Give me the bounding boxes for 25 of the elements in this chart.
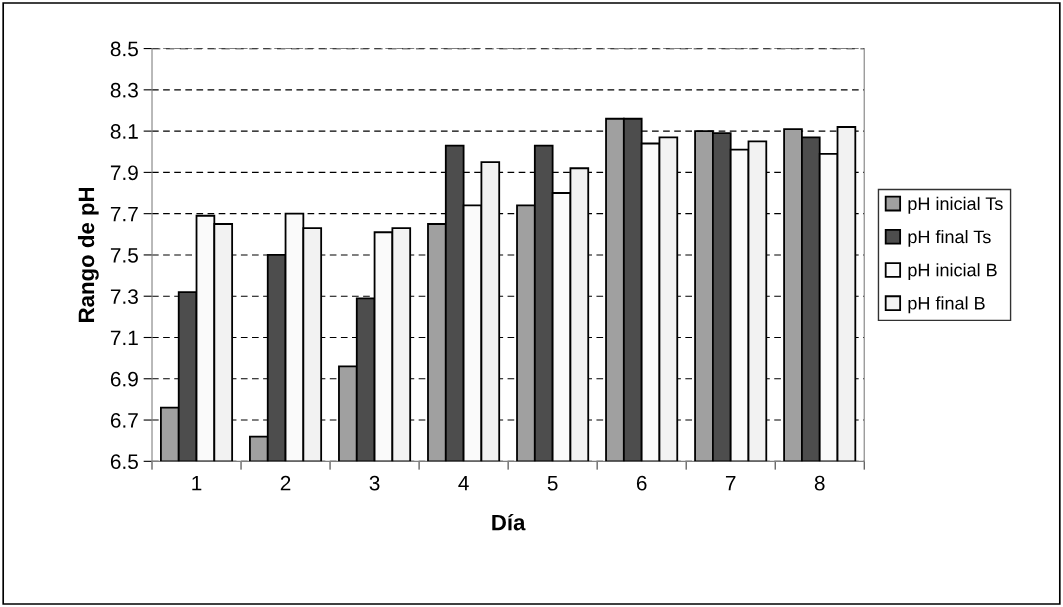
y-tick-label: 7.7 [110, 206, 138, 222]
legend-label: pH inicial B [908, 263, 997, 280]
x-tick-label: 5 [547, 475, 558, 491]
x-tick-label: 3 [369, 475, 380, 491]
y-axis-title: Rango de pH [77, 187, 99, 322]
x-tick-label: 8 [814, 475, 825, 491]
x-tick-label: 4 [458, 475, 469, 491]
y-tick-label: 8.1 [110, 124, 138, 139]
y-tick-label: 8.5 [110, 41, 138, 57]
legend-label: pH inicial Ts [908, 196, 1003, 214]
y-tick-label: 8.3 [110, 82, 138, 98]
x-tick-label: 2 [280, 475, 291, 491]
legend-label: pH final B [908, 296, 985, 314]
y-tick-label: 7.9 [110, 165, 138, 181]
legend-label: pH final Ts [908, 229, 991, 247]
y-tick-label: 7.1 [110, 330, 138, 346]
x-tick-label: 6 [636, 475, 647, 491]
y-tick-label: 7.3 [110, 289, 138, 304]
y-tick-label: 6.9 [110, 371, 138, 387]
x-tick-label: 7 [725, 475, 736, 491]
x-axis-title: Día [492, 513, 526, 531]
y-tick-label: 7.5 [110, 248, 138, 263]
y-tick-label: 6.7 [110, 413, 138, 428]
y-tick-label: 6.5 [110, 454, 138, 470]
x-tick-label: 1 [192, 475, 202, 491]
